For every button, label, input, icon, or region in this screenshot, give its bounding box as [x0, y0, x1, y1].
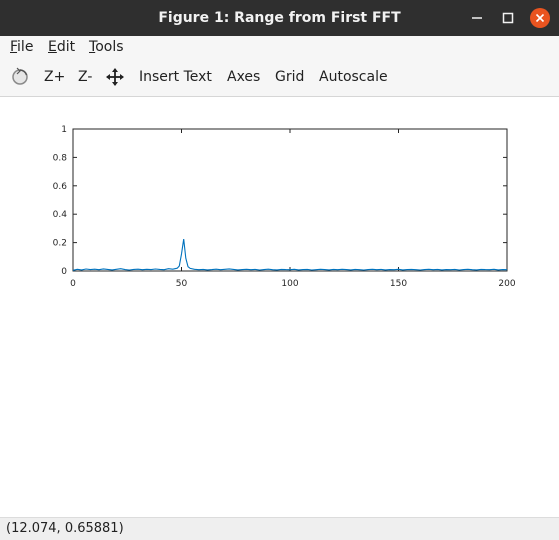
- menu-edit[interactable]: Edit: [48, 39, 76, 55]
- series-line: [72, 239, 508, 271]
- x-tick-label: 150: [390, 279, 407, 289]
- zoom-out-button[interactable]: Z-: [78, 69, 93, 85]
- plot-axes-box: [72, 128, 508, 272]
- menu-bar: File Edit Tools: [0, 36, 559, 58]
- pan-icon: [106, 68, 124, 86]
- grid-button[interactable]: Grid: [275, 69, 305, 85]
- y-tick-label: 0.6: [53, 182, 68, 192]
- maximize-icon: [502, 12, 514, 24]
- y-tick-label: 0.2: [53, 239, 67, 249]
- title-bar: Figure 1: Range from First FFT: [0, 0, 559, 36]
- y-tick-label: 0.4: [53, 210, 68, 220]
- figure-canvas[interactable]: 0 50 100 150 200 0 0.2 0.4 0.6 0.8 1: [0, 97, 559, 517]
- x-tick-label: 200: [498, 279, 515, 289]
- close-icon: [535, 13, 545, 23]
- pan-button[interactable]: [105, 67, 125, 87]
- menu-tools[interactable]: Tools: [89, 39, 124, 55]
- maximize-button[interactable]: [498, 8, 518, 28]
- close-button[interactable]: [530, 8, 550, 28]
- x-tick-label: 100: [281, 279, 298, 289]
- y-tick-label: 1: [61, 125, 67, 135]
- toolbar: Z+ Z- Insert Text Axes Grid Autoscale: [0, 58, 559, 97]
- axes-button[interactable]: Axes: [227, 69, 261, 85]
- minimize-icon: [472, 17, 482, 19]
- window-title: Figure 1: Range from First FFT: [158, 10, 401, 26]
- y-tick-label: 0.8: [53, 153, 68, 163]
- range-fft-chart[interactable]: 0 50 100 150 200 0 0.2 0.4 0.6 0.8 1: [0, 97, 559, 517]
- x-tick-label: 0: [70, 279, 76, 289]
- insert-text-button[interactable]: Insert Text: [139, 69, 212, 85]
- rotate-icon: [12, 67, 28, 85]
- rotate-button[interactable]: [10, 67, 30, 87]
- zoom-in-button[interactable]: Z+: [44, 69, 66, 85]
- menu-file[interactable]: File: [10, 39, 34, 55]
- autoscale-button[interactable]: Autoscale: [319, 69, 388, 85]
- x-tick-label: 50: [176, 279, 188, 289]
- minimize-button[interactable]: [467, 8, 487, 28]
- status-bar: (12.074, 0.65881): [0, 517, 559, 540]
- y-tick-label: 0: [61, 267, 67, 277]
- cursor-coordinates: (12.074, 0.65881): [6, 521, 124, 536]
